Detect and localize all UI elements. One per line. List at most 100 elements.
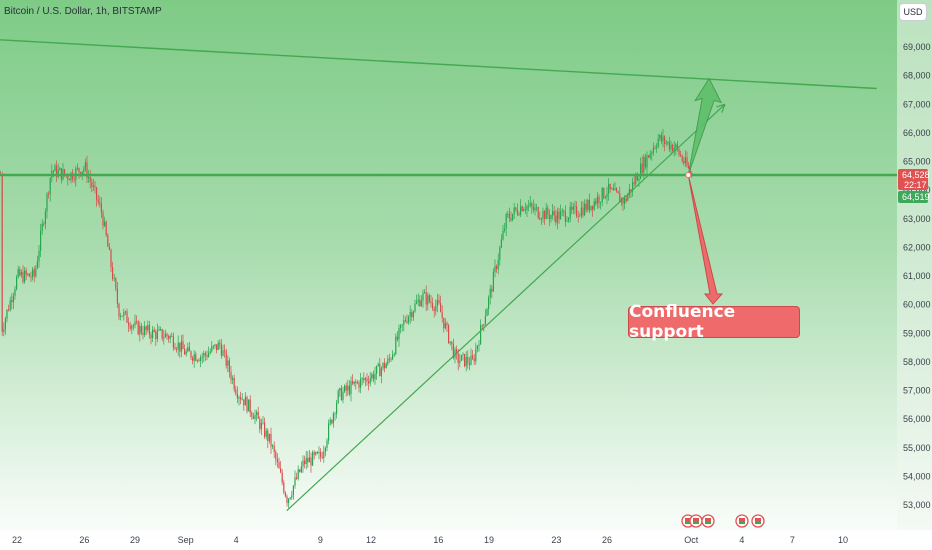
flag-icon[interactable] <box>689 514 703 528</box>
candle-body <box>4 318 6 329</box>
candle-body <box>252 416 254 419</box>
candle-body <box>497 260 499 270</box>
candle-body <box>648 155 650 158</box>
candle-body <box>363 378 365 381</box>
candle-body <box>99 202 101 204</box>
trend-arrow-head <box>716 103 726 113</box>
flag-icon[interactable] <box>751 514 765 528</box>
candle-body <box>640 163 642 179</box>
x-tick-label: 10 <box>838 535 848 545</box>
candle-body <box>196 360 198 362</box>
candle-body <box>502 230 504 240</box>
candle-body <box>40 230 42 251</box>
candle-body <box>44 211 46 225</box>
candle-body <box>273 445 275 452</box>
candle-body <box>291 495 293 498</box>
candle-body <box>662 136 664 142</box>
candle-body <box>142 332 144 335</box>
candle-body <box>108 246 110 250</box>
y-tick-label: 63,000 <box>903 214 931 224</box>
candle-body <box>608 183 610 194</box>
candle-body <box>508 213 510 219</box>
candle-body <box>566 220 568 222</box>
candle-body <box>467 356 469 364</box>
candle-body <box>145 326 147 330</box>
candle-body <box>276 459 278 463</box>
candle-body <box>356 382 358 384</box>
candle-body <box>20 272 22 276</box>
candle-body <box>105 221 107 236</box>
candle-body <box>592 205 594 210</box>
countdown-value: 22:17 <box>904 180 927 190</box>
price-axis-panel[interactable] <box>897 0 932 530</box>
candle-body <box>627 194 629 201</box>
flag-icon[interactable] <box>701 514 715 528</box>
candle-body <box>585 203 587 211</box>
time-axis: 22 26 29 Sep 4 9 12 16 19 23 26 Oct 4 7 10 <box>12 535 848 545</box>
candle-body <box>68 179 70 181</box>
candle-body <box>78 168 80 173</box>
candle-body <box>348 385 350 395</box>
candle-body <box>476 345 478 350</box>
candle-body <box>588 199 590 211</box>
candle-body <box>22 272 24 283</box>
candle-body <box>283 482 285 493</box>
candle-body <box>36 261 38 269</box>
candle-body <box>569 206 571 218</box>
candle-body <box>153 329 155 332</box>
candle-body <box>288 498 290 503</box>
x-tick-label: 19 <box>484 535 494 545</box>
candle-body <box>438 300 440 304</box>
candle-body <box>556 211 558 223</box>
time-axis-panel[interactable] <box>0 530 932 550</box>
candle-body <box>83 168 85 172</box>
candle-body <box>27 273 29 275</box>
event-icons[interactable] <box>681 514 765 528</box>
candle-body <box>305 457 307 464</box>
candle-body <box>366 378 368 382</box>
candle-body <box>636 175 638 181</box>
y-tick-label: 54,000 <box>903 471 931 481</box>
candle-body <box>132 325 134 327</box>
candle-body <box>286 496 288 503</box>
candle-body <box>320 452 322 457</box>
candle-body <box>548 214 550 220</box>
candle-body <box>390 358 392 360</box>
candle-body <box>209 351 211 353</box>
candle-body <box>76 168 78 169</box>
y-tick-label: 64,000 <box>903 185 931 195</box>
candle-body <box>92 185 94 187</box>
currency-button[interactable]: USD <box>899 3 927 21</box>
candle-body <box>176 349 178 350</box>
candle-body <box>401 324 403 326</box>
candle-body <box>651 152 653 154</box>
candle-body <box>121 315 123 317</box>
candle-body <box>433 308 435 312</box>
candle-body <box>296 477 298 479</box>
candle-body <box>302 460 304 467</box>
candle-body <box>584 203 586 216</box>
candle-body <box>184 349 186 355</box>
candle-body <box>441 312 443 318</box>
candle-body <box>643 156 645 173</box>
candle-body <box>524 209 526 210</box>
candle-body <box>464 353 466 367</box>
flag-icon[interactable] <box>735 514 749 528</box>
candle-body <box>632 182 634 192</box>
candle-body <box>576 206 578 217</box>
y-tick-label: 61,000 <box>903 271 931 281</box>
candle-body <box>224 350 226 352</box>
candle-body <box>89 176 91 182</box>
candle-body <box>190 351 192 358</box>
candle-body <box>166 333 168 337</box>
y-tick-label: 59,000 <box>903 328 931 338</box>
candle-body <box>652 147 654 153</box>
candle-body <box>384 362 386 369</box>
candle-body <box>182 341 184 350</box>
confluence-support-callout[interactable]: Confluence support <box>628 302 800 342</box>
candle-body <box>449 341 451 343</box>
candle-body <box>304 460 306 464</box>
x-tick-label: 4 <box>234 535 239 545</box>
candle-body <box>86 162 88 179</box>
